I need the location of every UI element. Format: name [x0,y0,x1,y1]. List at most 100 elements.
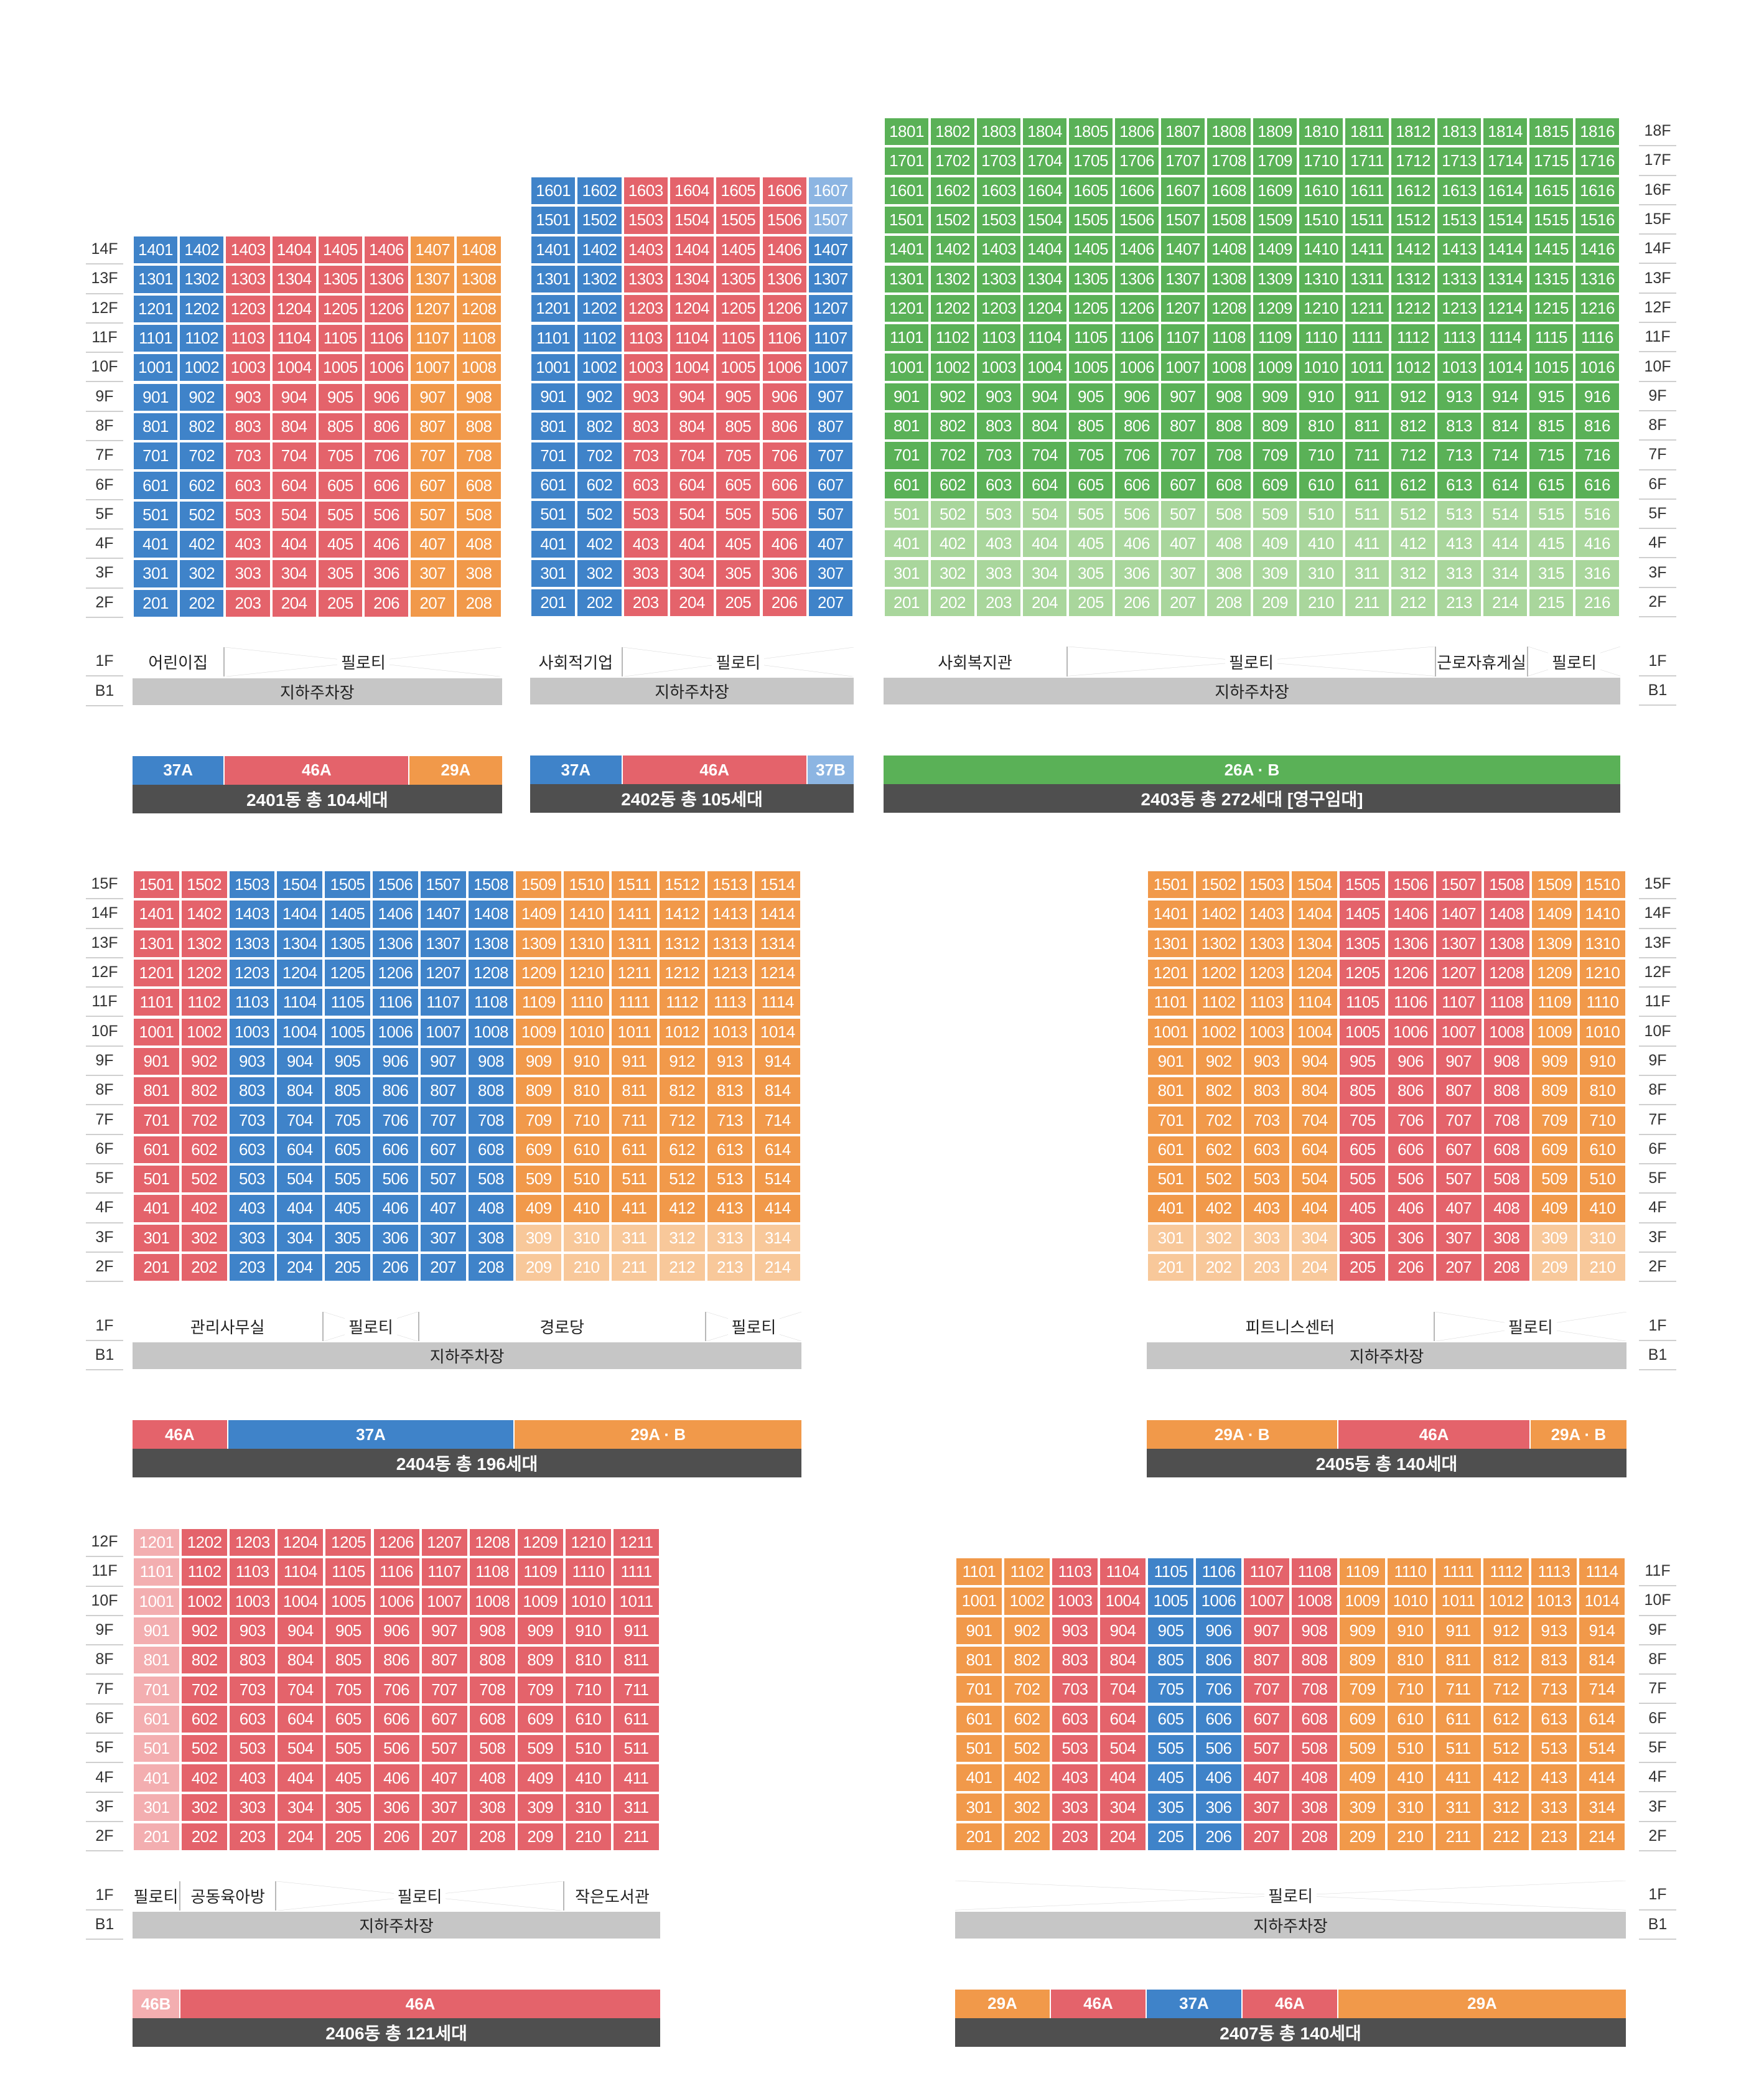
unit-cell[interactable]: 307 [420,1792,469,1822]
unit-cell[interactable]: 1202 [1195,958,1243,988]
unit-cell[interactable]: 208 [455,588,502,618]
unit-cell[interactable]: 1606 [761,176,808,206]
unit-cell[interactable]: 1407 [1434,899,1483,929]
unit-cell[interactable]: 201 [955,1822,1003,1851]
unit-cell[interactable]: 1215 [1528,293,1574,324]
unit-cell[interactable]: 1304 [1022,264,1068,294]
unit-cell[interactable]: 1605 [1068,175,1114,205]
unit-cell[interactable]: 303 [1051,1792,1099,1822]
unit-cell[interactable]: 408 [468,1763,516,1793]
unit-cell[interactable]: 408 [1206,529,1252,559]
unit-cell[interactable]: 712 [1390,441,1436,470]
unit-cell[interactable]: 213 [1436,587,1482,618]
unit-cell[interactable]: 912 [658,1046,706,1077]
unit-cell[interactable]: 505 [1147,1733,1195,1764]
unit-cell[interactable]: 801 [133,411,179,442]
unit-cell[interactable]: 401 [133,1763,181,1793]
unit-cell[interactable]: 503 [228,1734,277,1764]
unit-cell[interactable]: 807 [419,1076,467,1106]
unit-cell[interactable]: 1709 [1252,146,1298,176]
unit-cell[interactable]: 702 [930,441,976,470]
unit-cell[interactable]: 1214 [754,958,802,988]
unit-cell[interactable]: 210 [1298,587,1344,618]
unit-cell[interactable]: 906 [363,382,410,412]
unit-cell[interactable]: 306 [1114,558,1160,588]
unit-cell[interactable]: 903 [225,382,271,412]
unit-cell[interactable]: 1011 [1344,352,1390,382]
unit-cell[interactable]: 1208 [1482,958,1531,988]
unit-cell[interactable]: 901 [133,1046,180,1077]
unit-cell[interactable]: 504 [276,1734,325,1764]
unit-cell[interactable]: 204 [1099,1822,1147,1851]
unit-cell[interactable]: 1103 [228,1557,277,1587]
unit-cell[interactable]: 704 [271,441,317,471]
unit-cell[interactable]: 801 [530,411,577,441]
unit-cell[interactable]: 710 [564,1675,612,1705]
unit-cell[interactable]: 306 [372,1792,421,1822]
unit-cell[interactable]: 1012 [658,1017,706,1047]
unit-cell[interactable]: 1303 [228,929,276,958]
unit-cell[interactable]: 201 [133,1252,180,1283]
unit-cell[interactable]: 1211 [1344,293,1390,324]
unit-cell[interactable]: 1401 [884,235,930,264]
unit-cell[interactable]: 1202 [180,1528,229,1558]
unit-cell[interactable]: 1206 [371,958,419,988]
unit-cell[interactable]: 1509 [515,870,563,900]
unit-cell[interactable]: 714 [1482,441,1528,470]
unit-cell[interactable]: 1715 [1528,146,1574,176]
unit-cell[interactable]: 210 [1386,1822,1434,1851]
unit-cell[interactable]: 314 [754,1223,802,1253]
unit-cell[interactable]: 1103 [1243,988,1291,1017]
unit-cell[interactable]: 502 [180,1734,229,1764]
unit-cell[interactable]: 708 [455,441,502,471]
unit-cell[interactable]: 613 [1530,1704,1578,1734]
unit-cell[interactable]: 1609 [1252,175,1298,205]
unit-cell[interactable]: 1303 [976,264,1022,294]
unit-cell[interactable]: 503 [976,499,1022,530]
unit-cell[interactable]: 903 [622,382,669,412]
unit-cell[interactable]: 605 [324,1134,371,1164]
unit-cell[interactable]: 301 [133,1223,180,1253]
unit-cell[interactable]: 205 [324,1252,371,1283]
unit-cell[interactable]: 409 [1530,1194,1579,1223]
unit-cell[interactable]: 1306 [761,264,808,294]
unit-cell[interactable]: 1006 [1114,352,1160,382]
unit-cell[interactable]: 704 [276,1675,325,1705]
unit-cell[interactable]: 907 [1434,1046,1483,1077]
unit-cell[interactable]: 903 [976,381,1022,411]
unit-cell[interactable]: 602 [179,470,225,500]
unit-cell[interactable]: 1005 [1147,1586,1195,1616]
unit-cell[interactable]: 815 [1528,411,1574,441]
unit-cell[interactable]: 1815 [1528,117,1574,147]
unit-cell[interactable]: 402 [576,529,623,559]
unit-cell[interactable]: 1104 [1099,1557,1147,1587]
unit-cell[interactable]: 1407 [409,235,456,265]
unit-cell[interactable]: 1813 [1436,117,1482,147]
unit-cell[interactable]: 1506 [1386,870,1435,900]
unit-cell[interactable]: 1011 [1434,1586,1482,1616]
unit-cell[interactable]: 310 [564,1792,612,1822]
unit-cell[interactable]: 411 [1434,1763,1482,1793]
unit-cell[interactable]: 410 [562,1194,610,1223]
unit-cell[interactable]: 1010 [564,1586,612,1616]
unit-cell[interactable]: 1808 [1206,117,1252,147]
unit-cell[interactable]: 902 [180,1616,229,1646]
unit-cell[interactable]: 203 [1243,1252,1291,1283]
unit-cell[interactable]: 1711 [1344,146,1390,176]
unit-cell[interactable]: 614 [754,1134,802,1164]
unit-cell[interactable]: 505 [324,1164,371,1194]
unit-cell[interactable]: 503 [622,500,669,530]
unit-cell[interactable]: 1002 [180,1017,228,1047]
unit-cell[interactable]: 1615 [1528,175,1574,205]
unit-cell[interactable]: 1008 [1482,1017,1531,1047]
unit-cell[interactable]: 701 [133,1105,180,1135]
unit-cell[interactable]: 1602 [576,176,623,206]
unit-cell[interactable]: 809 [1338,1645,1386,1675]
unit-cell[interactable]: 1502 [1195,870,1243,900]
unit-cell[interactable]: 701 [530,441,577,470]
unit-cell[interactable]: 1301 [133,264,179,294]
unit-cell[interactable]: 1710 [1298,146,1344,176]
unit-cell[interactable]: 211 [1434,1822,1482,1851]
unit-cell[interactable]: 811 [610,1076,658,1106]
unit-cell[interactable]: 1316 [1574,264,1620,294]
